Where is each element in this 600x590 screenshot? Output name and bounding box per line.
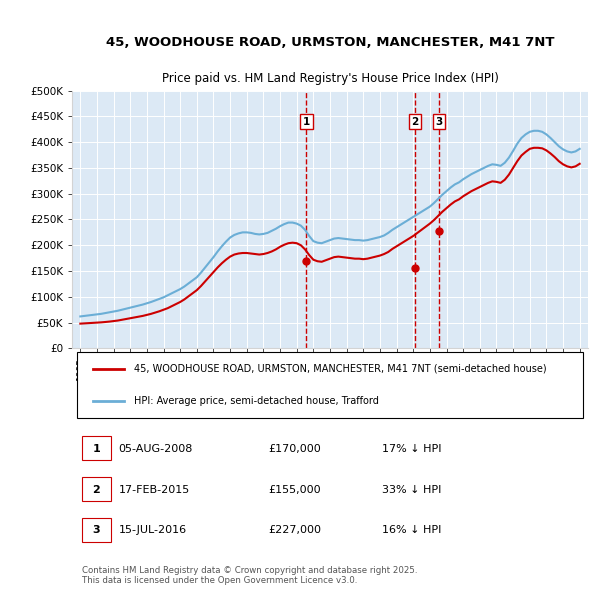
Text: Price paid vs. HM Land Registry's House Price Index (HPI): Price paid vs. HM Land Registry's House … — [161, 73, 499, 86]
Text: 3: 3 — [92, 525, 100, 535]
FancyBboxPatch shape — [82, 477, 110, 502]
Text: 05-AUG-2008: 05-AUG-2008 — [118, 444, 193, 454]
Text: 1: 1 — [303, 116, 310, 126]
FancyBboxPatch shape — [77, 352, 583, 418]
FancyBboxPatch shape — [82, 436, 110, 460]
Text: 33% ↓ HPI: 33% ↓ HPI — [382, 484, 441, 494]
Text: 2: 2 — [92, 484, 100, 494]
Text: 17% ↓ HPI: 17% ↓ HPI — [382, 444, 441, 454]
Text: 45, WOODHOUSE ROAD, URMSTON, MANCHESTER, M41 7NT (semi-detached house): 45, WOODHOUSE ROAD, URMSTON, MANCHESTER,… — [134, 364, 547, 374]
Text: £227,000: £227,000 — [268, 525, 321, 535]
Text: 17-FEB-2015: 17-FEB-2015 — [118, 484, 190, 494]
FancyBboxPatch shape — [82, 518, 110, 542]
Text: £155,000: £155,000 — [268, 484, 321, 494]
Text: HPI: Average price, semi-detached house, Trafford: HPI: Average price, semi-detached house,… — [134, 396, 379, 406]
Text: 15-JUL-2016: 15-JUL-2016 — [118, 525, 187, 535]
Text: Contains HM Land Registry data © Crown copyright and database right 2025.
This d: Contains HM Land Registry data © Crown c… — [82, 566, 418, 585]
Text: 45, WOODHOUSE ROAD, URMSTON, MANCHESTER, M41 7NT: 45, WOODHOUSE ROAD, URMSTON, MANCHESTER,… — [106, 36, 554, 49]
Text: 1: 1 — [92, 444, 100, 454]
Text: £170,000: £170,000 — [268, 444, 321, 454]
Text: 3: 3 — [435, 116, 442, 126]
Text: 2: 2 — [412, 116, 419, 126]
Text: 16% ↓ HPI: 16% ↓ HPI — [382, 525, 441, 535]
